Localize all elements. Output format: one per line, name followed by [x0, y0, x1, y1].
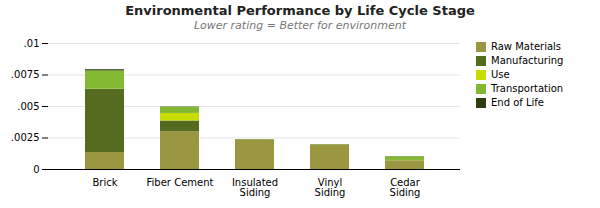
svg-text:.005: .005	[17, 101, 39, 112]
svg-text:VinylSiding: VinylSiding	[315, 177, 346, 198]
svg-text:.0075: .0075	[11, 69, 40, 80]
html-text:Transportation: Transportation	[491, 83, 564, 94]
svg-text:CedarSiding: CedarSiding	[390, 177, 421, 198]
html-text:Raw Materials: Raw Materials	[491, 41, 562, 52]
svg-text:.0025: .0025	[11, 132, 40, 143]
svg-text:0: 0	[33, 164, 39, 175]
svg-text:.01: .01	[24, 38, 40, 49]
html-text:Use: Use	[491, 69, 510, 80]
html-text:Environmental Performance by L: Environmental Performance by Life Cycle …	[125, 3, 475, 18]
html-text:End of Life: End of Life	[491, 97, 544, 108]
html-text:Lower rating = Better for envi: Lower rating = Better for environment	[194, 19, 406, 32]
svg-text:InsulatedSiding: InsulatedSiding	[232, 177, 278, 198]
html-text:Manufacturing: Manufacturing	[491, 55, 564, 66]
svg-text:Brick: Brick	[92, 177, 117, 188]
svg-text:Fiber Cement: Fiber Cement	[147, 177, 214, 188]
